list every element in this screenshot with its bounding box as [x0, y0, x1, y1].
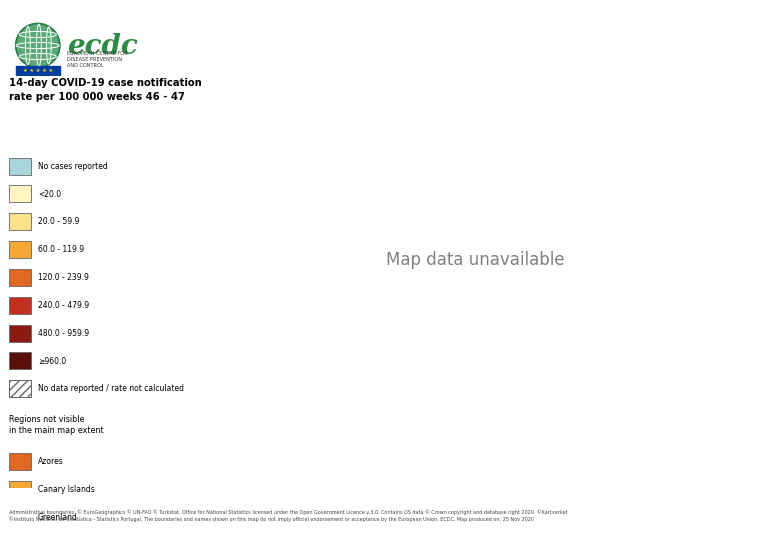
FancyBboxPatch shape	[9, 537, 31, 539]
Circle shape	[16, 24, 60, 67]
FancyBboxPatch shape	[9, 269, 31, 286]
Text: <20.0: <20.0	[38, 190, 61, 198]
Text: Azores: Azores	[38, 458, 63, 466]
FancyBboxPatch shape	[9, 185, 31, 203]
FancyBboxPatch shape	[9, 509, 31, 526]
FancyBboxPatch shape	[9, 213, 31, 230]
FancyBboxPatch shape	[9, 157, 31, 175]
Text: Regions not visible
in the main map extent: Regions not visible in the main map exte…	[9, 414, 104, 435]
Text: Canary Islands: Canary Islands	[38, 485, 95, 494]
FancyBboxPatch shape	[9, 380, 31, 397]
Text: 20.0 - 59.9: 20.0 - 59.9	[38, 217, 79, 226]
FancyBboxPatch shape	[9, 353, 31, 369]
Text: ★ ★ ★ ★ ★: ★ ★ ★ ★ ★	[23, 68, 53, 73]
FancyBboxPatch shape	[9, 453, 31, 471]
Text: 240.0 - 479.9: 240.0 - 479.9	[38, 301, 89, 310]
Text: No data reported / rate not calculated: No data reported / rate not calculated	[38, 384, 184, 393]
Text: 14-day COVID-19 case notification
rate per 100 000 weeks 46 - 47: 14-day COVID-19 case notification rate p…	[9, 78, 202, 102]
Text: ≥960.0: ≥960.0	[38, 356, 66, 365]
Text: EUROPEAN CENTRE FOR
DISEASE PREVENTION
AND CONTROL: EUROPEAN CENTRE FOR DISEASE PREVENTION A…	[67, 51, 127, 68]
Text: Greenland: Greenland	[38, 513, 78, 522]
Bar	[16, 66, 60, 75]
FancyBboxPatch shape	[9, 481, 31, 498]
FancyBboxPatch shape	[9, 241, 31, 258]
Text: Administrative boundaries: © EuroGeographics © UN-FAO © Turkstat. Office for Nat: Administrative boundaries: © EuroGeograp…	[9, 509, 568, 522]
Text: Map data unavailable: Map data unavailable	[385, 251, 565, 269]
Text: 60.0 - 119.9: 60.0 - 119.9	[38, 245, 84, 254]
Text: No cases reported: No cases reported	[38, 162, 108, 171]
Text: 480.0 - 959.9: 480.0 - 959.9	[38, 329, 89, 337]
Text: 120.0 - 239.9: 120.0 - 239.9	[38, 273, 89, 282]
FancyBboxPatch shape	[9, 296, 31, 314]
FancyBboxPatch shape	[9, 324, 31, 342]
Text: ecdc: ecdc	[67, 33, 138, 60]
